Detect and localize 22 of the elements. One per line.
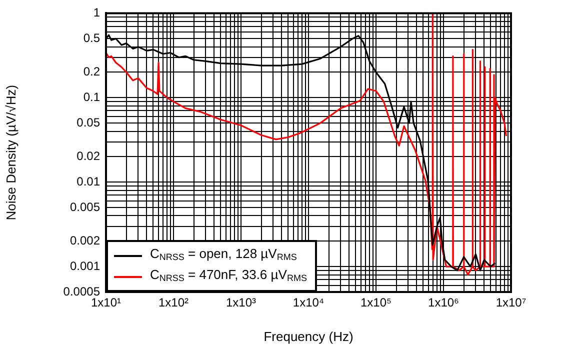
x-tick-label: 1x10⁶ [428,296,460,310]
x-tick-label: 1x10¹ [90,296,122,310]
y-tick-label: 0.01 [76,174,100,188]
x-tick-label: 1x10⁵ [360,296,392,310]
y-tick-label: 0.0005 [63,284,100,298]
legend-label: C$_{NRSS}$ = 470nF, 33.6 µV$_{RMS}$ [150,266,307,285]
x-axis-title: Frequency (Hz) [264,328,354,344]
y-tick-label: 0.001 [70,258,100,273]
x-tick-label: 1x10² [158,296,189,310]
y-tick-label: 0.1 [83,90,100,104]
y-tick-label: 1 [93,6,100,20]
y-tick-label: 0.05 [76,115,100,130]
y-tick-label: 0.005 [70,200,100,214]
y-tick-label: 0.02 [76,149,100,164]
y-tick-label: 0.5 [83,30,100,45]
y-tick-label: 0.002 [70,233,100,248]
x-tick-label: 1x10⁷ [496,296,526,310]
y-tick-label: 0.2 [83,64,100,79]
x-tick-label: 1x10³ [226,296,256,310]
legend-label: C$_{NRSS}$ = open, 128 µV$_{RMS}$ [150,245,297,264]
x-tick-label: 1x10⁴ [292,296,324,310]
y-axis-title: Noise Density (µV/√Hz) [3,84,18,220]
